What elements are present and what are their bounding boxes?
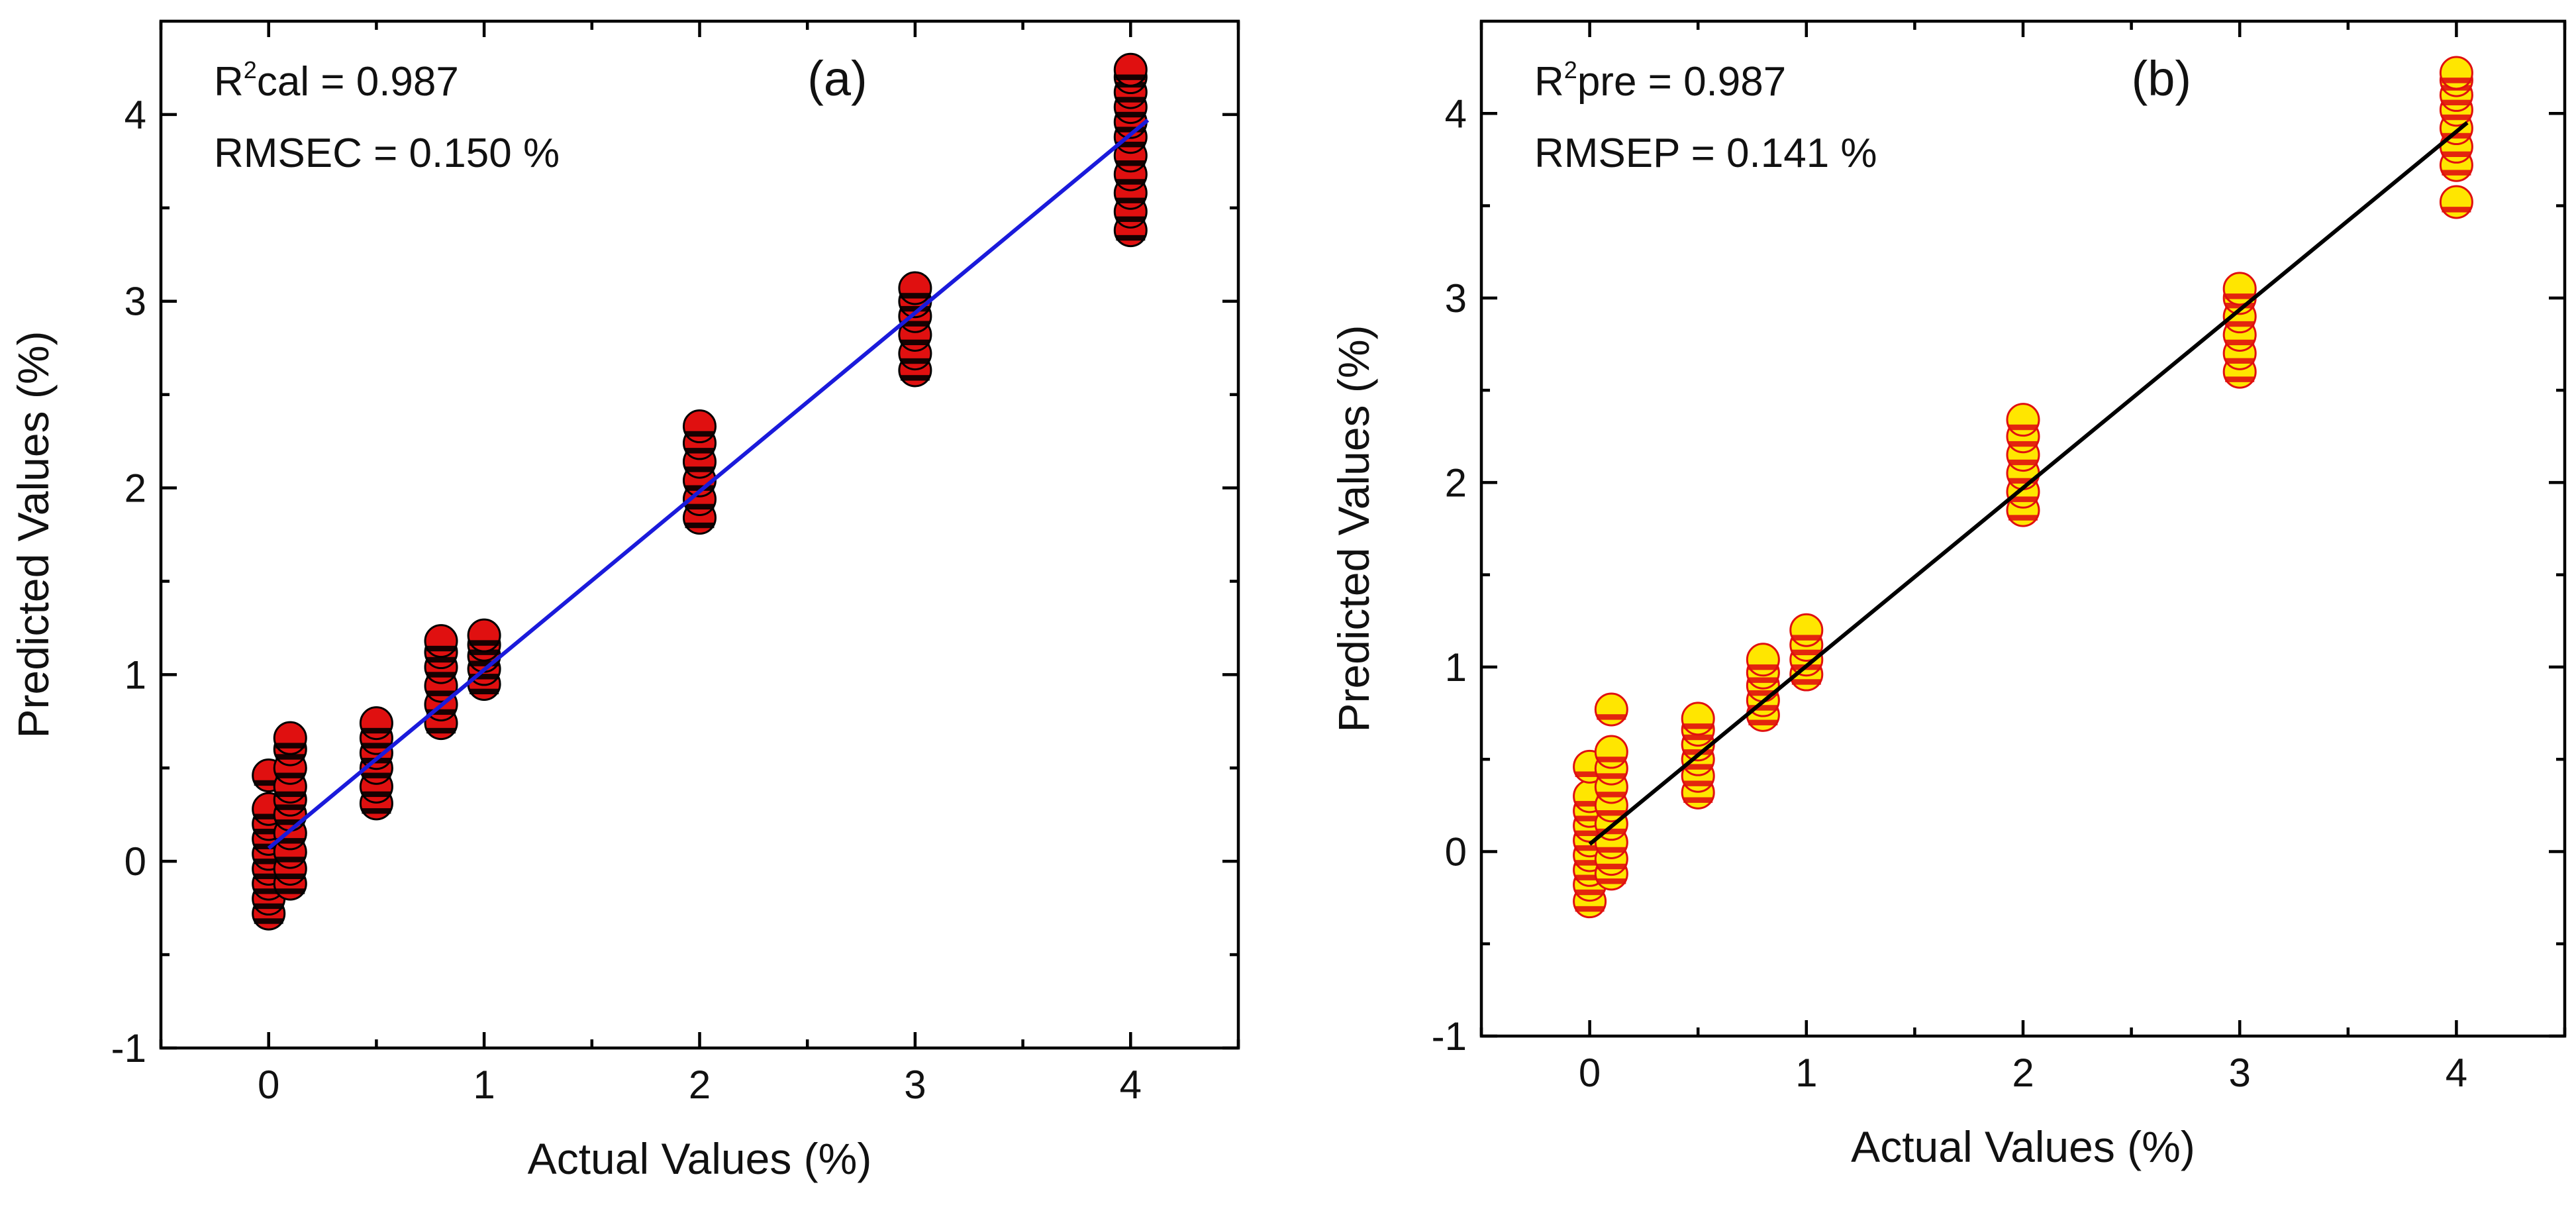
scatter-point xyxy=(1113,52,1148,87)
scatter-point xyxy=(359,706,393,741)
r2-prefix: R xyxy=(214,59,244,105)
y-tick-label: 1 xyxy=(1445,645,1467,690)
r2-text: cal = 0.987 xyxy=(257,59,459,105)
x-tick-label: 0 xyxy=(258,1063,279,1107)
x-tick-label: 2 xyxy=(689,1063,711,1107)
y-tick-label: 2 xyxy=(1445,460,1467,505)
scatter-point xyxy=(424,624,458,658)
y-tick-label: -1 xyxy=(1432,1014,1467,1059)
y-tick-labels-a: -1 0 1 2 3 4 xyxy=(111,93,146,1071)
rmse-annotation-b: RMSEP = 0.141 % xyxy=(1534,131,1877,176)
scatter-point xyxy=(1594,735,1628,769)
x-tick-label: 0 xyxy=(1579,1051,1601,1095)
scatter-point xyxy=(898,271,932,305)
y-axis-title-b: Predicted Values (%) xyxy=(1329,325,1378,732)
r2-annotation-b: R2pre = 0.987 xyxy=(1534,56,1786,105)
r2-superscript: 2 xyxy=(244,56,257,83)
scatter-point xyxy=(467,618,501,653)
scatter-point xyxy=(1746,643,1780,677)
y-tick-label: 4 xyxy=(1445,91,1467,136)
panel-label-a: (a) xyxy=(807,51,867,106)
scatter-points-b xyxy=(1573,56,2473,919)
y-tick-label: -1 xyxy=(111,1026,146,1071)
scatter-point xyxy=(2439,185,2473,219)
r2-text: pre = 0.987 xyxy=(1577,59,1786,105)
y-tick-labels-b: -1 0 1 2 3 4 xyxy=(1432,91,1467,1059)
scatter-point xyxy=(683,409,717,444)
chart-panel-a: 0 1 2 3 4 -1 0 1 2 3 4 Actual Values (%)… xyxy=(9,19,1240,1183)
x-tick-label: 3 xyxy=(904,1063,926,1107)
x-tick-label: 1 xyxy=(473,1063,495,1107)
x-tick-label: 2 xyxy=(2012,1051,2034,1095)
scatter-point xyxy=(2006,403,2040,437)
y-tick-label: 3 xyxy=(124,280,146,324)
x-tick-label: 1 xyxy=(1795,1051,1817,1095)
scatter-point xyxy=(2439,56,2473,90)
r2-prefix: R xyxy=(1534,59,1564,105)
x-tick-labels-a: 0 1 2 3 4 xyxy=(258,1063,1142,1107)
x-tick-labels-b: 0 1 2 3 4 xyxy=(1579,1051,2467,1095)
y-tick-label: 1 xyxy=(124,653,146,697)
y-axis-title-a: Predicted Values (%) xyxy=(9,331,58,738)
x-axis-title-b: Actual Values (%) xyxy=(1851,1122,2195,1171)
r2-annotation-a: R2cal = 0.987 xyxy=(214,56,459,105)
x-tick-label: 4 xyxy=(1120,1063,1142,1107)
rmse-annotation-a: RMSEC = 0.150 % xyxy=(214,131,560,176)
y-tick-label: 2 xyxy=(124,466,146,511)
fit-line-a xyxy=(267,119,1150,850)
scatter-point xyxy=(2222,272,2257,306)
x-tick-label: 4 xyxy=(2446,1051,2467,1095)
y-tick-label: 0 xyxy=(124,839,146,884)
y-tick-label: 3 xyxy=(1445,276,1467,321)
fit-line-b xyxy=(1588,121,2469,846)
panel-label-b: (b) xyxy=(2132,51,2191,106)
ticks-a xyxy=(159,21,1240,1050)
y-tick-label: 4 xyxy=(124,93,146,137)
x-axis-title-a: Actual Values (%) xyxy=(528,1134,872,1183)
scatter-point xyxy=(1594,692,1628,727)
x-tick-label: 3 xyxy=(2229,1051,2251,1095)
r2-superscript: 2 xyxy=(1564,56,1577,83)
scatter-point xyxy=(1789,613,1824,647)
scatter-point xyxy=(273,721,307,755)
chart-panel-b: 0 1 2 3 4 -1 0 1 2 3 4 Actual Values (%)… xyxy=(1329,19,2567,1171)
scatter-point xyxy=(1681,702,1715,736)
y-tick-label: 0 xyxy=(1445,829,1467,874)
ticks-b xyxy=(1479,21,2567,1038)
